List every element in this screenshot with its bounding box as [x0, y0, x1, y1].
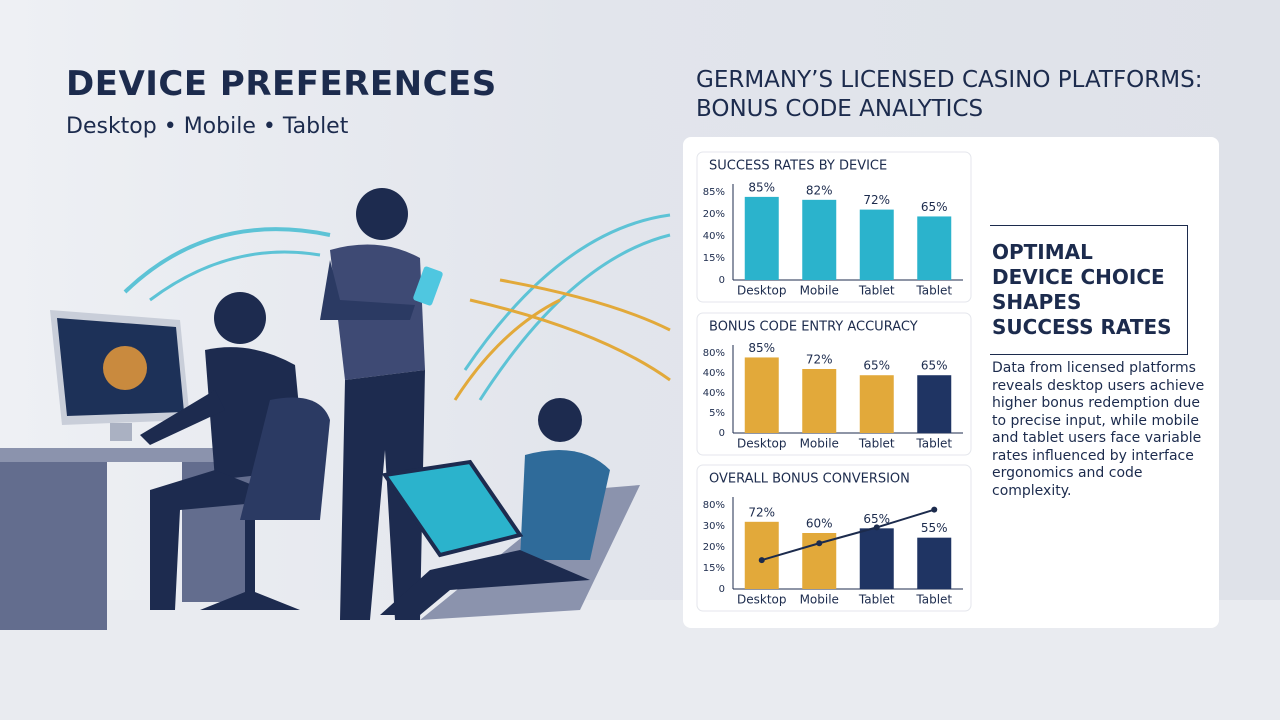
y-tick-label: 40% — [703, 388, 725, 399]
person — [320, 260, 415, 320]
y-tick-label: 20% — [703, 209, 725, 220]
chart-title: SUCCESS RATES BY DEVICE — [709, 159, 887, 174]
x-tick-label: Desktop — [737, 437, 787, 451]
value-label: 65% — [921, 359, 948, 373]
x-tick-label: Tablet — [915, 437, 952, 451]
body-text: Data from licensed platforms reveals des… — [992, 360, 1205, 499]
y-tick-label: 0 — [719, 428, 725, 439]
bar — [859, 209, 894, 280]
x-tick-label: Mobile — [800, 593, 839, 607]
bar — [917, 537, 952, 589]
person — [356, 188, 408, 240]
value-label: 65% — [863, 512, 890, 526]
y-tick-label: 5% — [709, 408, 725, 419]
chair — [200, 590, 300, 610]
y-tick-label: 80% — [703, 500, 725, 511]
person — [140, 390, 225, 445]
x-tick-label: Mobile — [800, 437, 839, 451]
value-label: 65% — [863, 359, 890, 373]
value-label: 72% — [806, 353, 833, 367]
x-tick-label: Tablet — [858, 437, 895, 451]
tablet — [381, 459, 524, 558]
panel-title: GERMANY’S LICENSED CASINO PLATFORMS: BON… — [696, 67, 1203, 122]
x-tick-label: Mobile — [800, 284, 839, 298]
trend-point — [931, 506, 938, 513]
y-tick-label: 85% — [703, 187, 725, 198]
y-tick-label: 40% — [703, 368, 725, 379]
trend-line — [761, 508, 935, 562]
x-tick-label: Tablet — [858, 284, 895, 298]
trend-point — [758, 557, 765, 564]
bar — [917, 216, 952, 280]
trend-point — [816, 540, 823, 547]
subtitle: Desktop • Mobile • Tablet — [66, 114, 349, 139]
value-label: 85% — [748, 341, 775, 355]
arc — [469, 298, 671, 382]
y-tick-label: 0 — [719, 275, 725, 286]
arc — [478, 233, 671, 401]
bar — [744, 196, 779, 280]
person — [214, 292, 266, 344]
x-tick-label: Tablet — [858, 593, 895, 607]
person — [380, 550, 590, 615]
screen-art — [103, 346, 147, 390]
person — [340, 370, 425, 620]
chair — [240, 397, 330, 520]
value-label: 82% — [806, 183, 833, 197]
x-tick-label: Tablet — [915, 593, 952, 607]
y-tick-label: 20% — [703, 542, 725, 553]
arc — [149, 250, 321, 302]
arc — [463, 213, 671, 371]
value-label: 85% — [748, 180, 775, 194]
x-tick-label: Tablet — [915, 284, 952, 298]
bar — [744, 357, 779, 433]
arc — [499, 278, 671, 332]
bar — [917, 375, 952, 433]
chart-title: OVERALL BONUS CONVERSION — [709, 472, 910, 487]
y-tick-label: 40% — [703, 231, 725, 242]
y-tick-label: 30% — [703, 521, 725, 532]
title: DEVICE PREFERENCES — [66, 64, 497, 104]
person — [520, 450, 610, 560]
value-label: 65% — [921, 200, 948, 214]
chart-title: BONUS CODE ENTRY ACCURACY — [709, 320, 918, 335]
person — [150, 470, 290, 610]
x-tick-label: Desktop — [737, 593, 787, 607]
stand — [110, 423, 132, 441]
person — [538, 398, 582, 442]
value-label: 55% — [921, 521, 948, 535]
chair — [245, 520, 255, 600]
y-tick-label: 80% — [703, 348, 725, 359]
bar — [859, 528, 894, 589]
desk — [0, 462, 107, 630]
phone — [413, 266, 443, 306]
y-tick-label: 15% — [703, 253, 725, 264]
value-label: 72% — [863, 193, 890, 207]
arc — [123, 227, 331, 294]
desk — [0, 448, 265, 462]
value-label: 72% — [748, 505, 775, 519]
arc — [453, 298, 561, 401]
y-tick-label: 15% — [703, 563, 725, 574]
y-tick-label: 0 — [719, 584, 725, 595]
trend-point — [873, 524, 880, 531]
bar — [802, 199, 837, 280]
headline: OPTIMAL DEVICE CHOICE SHAPES SUCCESS RAT… — [990, 225, 1188, 355]
bar — [802, 369, 837, 433]
value-label: 60% — [806, 517, 833, 531]
bar — [744, 521, 779, 589]
bar — [859, 375, 894, 433]
x-tick-label: Desktop — [737, 284, 787, 298]
